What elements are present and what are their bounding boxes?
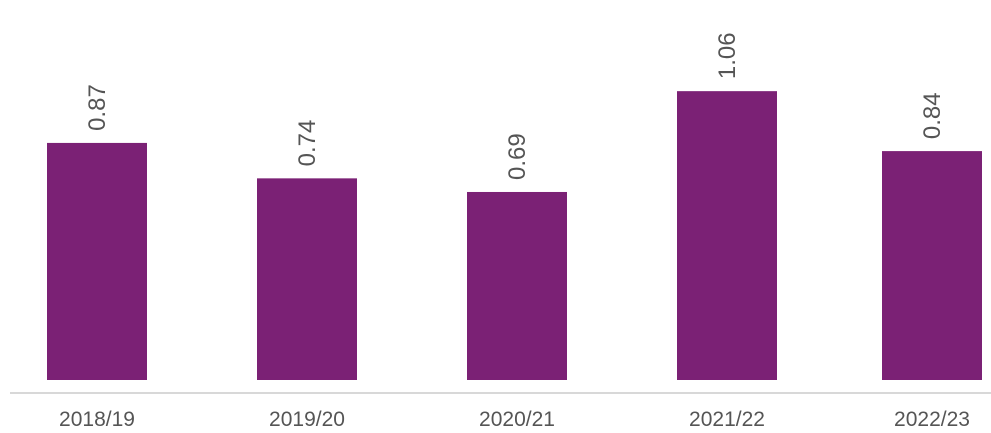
value-label: 0.87 [84,84,111,131]
x-tick-label: 2018/19 [59,408,135,431]
value-label: 0.84 [919,92,946,139]
bar [47,142,147,380]
x-tick-label: 2019/20 [269,408,345,431]
bar [677,91,777,381]
value-label: 0.69 [504,133,531,180]
value-label: 0.74 [294,120,321,167]
value-label: 1.06 [714,32,741,79]
x-tick-label: 2020/21 [479,408,555,431]
x-tick-label: 2022/23 [894,408,970,431]
bar [882,151,982,380]
bar [467,191,567,380]
bar [257,178,357,380]
x-tick-label: 2021/22 [689,408,765,431]
